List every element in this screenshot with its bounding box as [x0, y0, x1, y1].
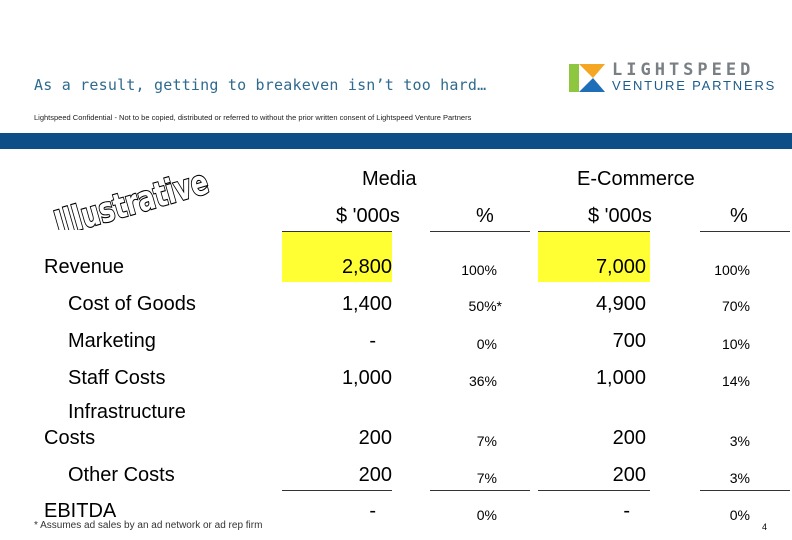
ecom-amount: 1,000 [595, 367, 646, 389]
illustrative-stamp: Illustrative [49, 161, 214, 230]
total-rule [700, 490, 790, 491]
media-header: Media [362, 168, 417, 190]
ecom-pct: 70% [721, 298, 750, 314]
media-pct-header: % [476, 205, 494, 227]
ecom-amount: 200 [612, 427, 646, 449]
media-amount: 200 [358, 427, 392, 449]
row-label-other: Other Costs [68, 464, 175, 486]
ecom-pct: 3% [729, 433, 750, 449]
media-amount: 200 [358, 464, 392, 486]
header-rule [538, 231, 650, 232]
row-label-infra-line2: Costs [44, 427, 96, 449]
total-rule [538, 490, 650, 491]
media-pct: 100% [461, 262, 497, 278]
ecom-pct: 3% [729, 470, 750, 486]
header-rule [700, 231, 790, 232]
ecom-pct: 14% [721, 373, 750, 389]
ecom-pct-header: % [730, 205, 748, 227]
row-label-staff: Staff Costs [68, 367, 166, 389]
ecom-amount: 4,900 [595, 293, 646, 315]
total-rule [430, 490, 530, 491]
ecom-amount: 7,000 [595, 256, 646, 278]
ecommerce-header: E-Commerce [577, 168, 695, 190]
ecom-pct: 0% [729, 507, 750, 523]
media-amount: 1,000 [341, 367, 392, 389]
ecom-amount-header: $ '000s [588, 205, 652, 227]
ecom-revenue-highlight [538, 232, 650, 282]
media-pct: 0% [476, 507, 497, 523]
footnote: * Assumes ad sales by an ad network or a… [34, 520, 263, 531]
page-number: 4 [762, 522, 768, 532]
media-amount-header: $ '000s [336, 205, 400, 227]
logo-wordmark: LIGHTSPEED [612, 60, 755, 80]
logo-subtitle: VENTURE PARTNERS [612, 78, 777, 93]
row-label-ebitda: EBITDA [44, 500, 117, 522]
media-amount: 2,800 [341, 256, 392, 278]
media-amount: 1,400 [341, 293, 392, 315]
media-amount: - [369, 330, 376, 352]
ecom-amount: - [623, 500, 630, 522]
lightspeed-logo-icon [569, 64, 605, 92]
media-pct: 7% [476, 433, 497, 449]
page-title: As a result, getting to breakeven isn’t … [34, 76, 487, 94]
media-pct: 50%* [468, 298, 502, 314]
media-revenue-highlight [282, 232, 392, 282]
ecom-amount: 200 [612, 464, 646, 486]
row-label-infra-line1: Infrastructure [68, 401, 186, 423]
header-rule [430, 231, 530, 232]
media-amount: - [369, 500, 376, 522]
confidential-notice: Lightspeed Confidential - Not to be copi… [34, 113, 472, 122]
ecom-pct: 100% [714, 262, 750, 278]
media-pct: 7% [476, 470, 497, 486]
stamp-text: Illustrative [50, 162, 213, 230]
row-label-marketing: Marketing [68, 330, 156, 352]
row-label-revenue: Revenue [44, 256, 125, 278]
ecom-amount: 700 [612, 330, 646, 352]
header-bar [0, 133, 792, 149]
total-rule [282, 490, 392, 491]
ecom-pct: 10% [721, 336, 750, 352]
row-label-cogs: Cost of Goods [68, 293, 196, 315]
header-rule [282, 231, 392, 232]
media-pct: 0% [476, 336, 497, 352]
media-pct: 36% [468, 373, 497, 389]
